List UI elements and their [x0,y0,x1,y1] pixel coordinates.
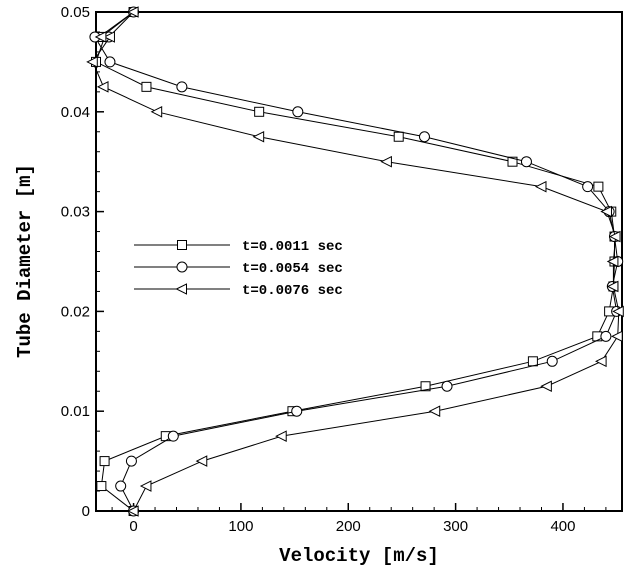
data-point [611,330,623,343]
data-point [99,456,110,467]
data-point [125,455,137,467]
x-axis-title: Velocity [m/s] [279,545,439,567]
data-point [126,6,139,18]
data-point [167,430,179,442]
legend-marker [177,240,187,250]
data-point [96,481,107,492]
data-point [380,155,392,168]
y-axis-title: Tube Diameter [m] [14,164,36,358]
y-tick-label: 0.03 [61,204,90,221]
y-tick-label: 0.02 [61,303,90,320]
legend: t=0.0011 sec t=0.0054 sec t=0.0076 sec [134,239,343,299]
data-point [428,405,441,418]
series-line [92,11,620,512]
data-point [593,181,604,192]
data-point [252,130,265,143]
y-tick-label: 0.05 [61,4,90,21]
data-point [582,181,594,193]
x-tick-label: 400 [550,518,575,535]
legend-marker [175,283,187,295]
data-point [86,56,98,68]
x-tick-label: 300 [443,518,468,535]
data-point [527,356,538,367]
legend-label: t=0.0011 sec [242,239,343,255]
data-point [254,106,265,117]
data-point [507,156,518,167]
legend-label: t=0.0076 sec [242,283,343,299]
data-point [420,381,431,392]
data-point [606,280,619,293]
data-point [534,180,547,193]
data-point [418,131,430,143]
data-point [176,81,188,93]
data-point [94,31,107,43]
data-point [520,156,532,168]
data-point [540,380,552,393]
legend-marker [176,261,188,273]
data-point [150,105,163,118]
legend-label: t=0.0054 sec [242,261,343,277]
data-point [606,255,619,268]
data-point [546,355,558,367]
series-3 [86,6,624,517]
series-line [94,11,619,512]
x-tick-label: 200 [336,518,361,535]
data-point [126,505,139,517]
data-point [292,106,304,118]
series-2 [89,6,624,517]
data-point [96,81,109,93]
y-tick-label: 0.04 [61,104,90,121]
data-point [115,480,127,492]
data-point [104,56,116,68]
data-point [139,480,152,492]
data-point [612,305,624,318]
x-tick-label: 100 [228,518,253,535]
data-point [393,131,404,142]
data-point [594,355,607,368]
data-point [275,430,287,442]
x-tick-label: 0 [129,518,137,535]
y-tick-label: 0.01 [61,403,90,420]
y-tick-label: 0 [82,503,90,520]
data-point [141,81,152,92]
data-point [600,330,612,342]
data-point [441,380,453,392]
data-point [608,230,621,243]
data-point [291,405,303,417]
data-point [103,31,115,43]
data-point [600,205,612,218]
data-point [195,455,208,467]
